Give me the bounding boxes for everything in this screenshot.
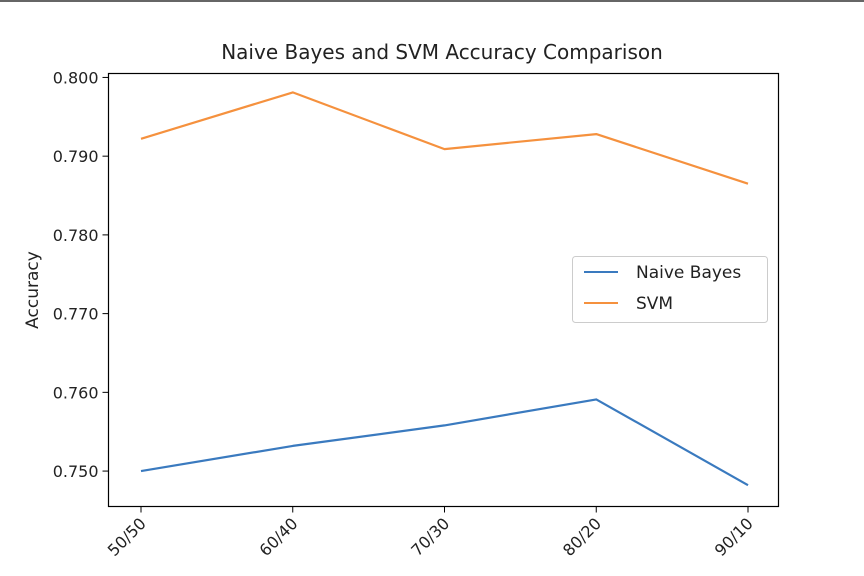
x-tick-label: 60/40 [256,514,302,560]
y-tick-label: 0.760 [53,383,99,402]
y-axis-label: Accuracy [23,251,43,329]
x-tick-label: 50/50 [104,514,150,560]
y-tick-label: 0.780 [53,226,99,245]
legend-box [572,256,768,323]
chart-title: Naive Bayes and SVM Accuracy Comparison [221,40,663,64]
series-line-svm [140,91,749,185]
y-tick-label: 0.800 [53,68,99,87]
x-axis-ticks: 50/50 60/40 70/30 80/20 90/10 [104,506,757,560]
y-tick-label: 0.770 [53,305,99,324]
series-line-naive-bayes [140,398,749,487]
x-tick-label: 80/20 [559,514,605,560]
y-tick-label: 0.750 [53,462,99,481]
plot-marks [140,91,749,487]
y-tick-label: 0.790 [53,147,99,166]
x-tick-label: 90/10 [711,514,757,560]
legend: Naive Bayes SVM [572,256,768,323]
legend-label-svm: SVM [636,294,673,314]
y-axis-ticks: 0.750 0.760 0.770 0.780 0.790 0.800 [53,68,109,481]
x-tick-label: 70/30 [407,514,453,560]
plot-frame [107,72,780,508]
legend-label-naive-bayes: Naive Bayes [636,263,741,283]
